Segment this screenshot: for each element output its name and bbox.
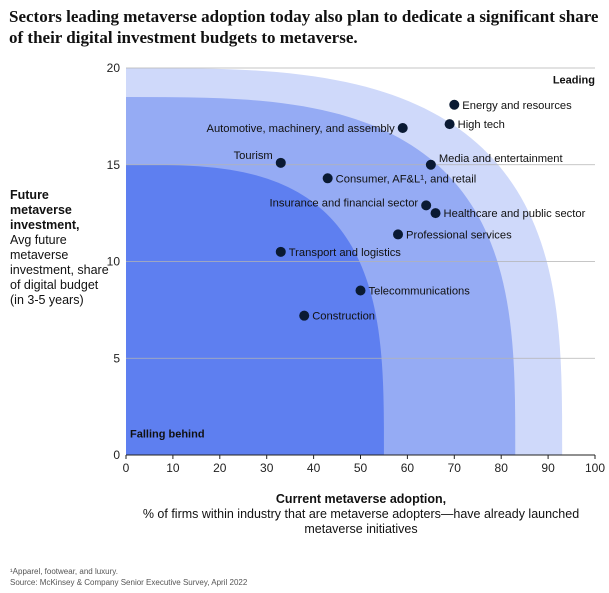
x-tick-label: 60: [401, 461, 415, 475]
x-tick-label: 100: [585, 461, 605, 475]
x-tick-label: 70: [448, 461, 462, 475]
x-axis-label: Current metaverse adoption, % of firms w…: [126, 492, 596, 537]
data-point: [275, 157, 286, 168]
data-point: [421, 200, 432, 211]
y-axis-subtitle: Avg future metaverse investment, share o…: [10, 233, 109, 307]
y-axis-title: Future metaverse investment,: [10, 188, 80, 232]
y-tick-label: 15: [107, 158, 121, 172]
point-label: High tech: [458, 119, 505, 131]
gridlines: [126, 67, 595, 359]
axes: 0 5 10 15 20 0 10 20 30 40 50 60 70 80 90 100: [107, 61, 606, 475]
data-point: [444, 119, 455, 130]
x-tick-label: 30: [260, 461, 274, 475]
data-point: [299, 310, 310, 321]
chart-title: Sectors leading metaverse adoption today…: [9, 7, 599, 47]
point-label: Telecommunications: [369, 286, 471, 298]
data-point: [275, 246, 286, 257]
x-tick-label: 40: [307, 461, 321, 475]
footnote-source: Source: McKinsey & Company Senior Execut…: [10, 578, 248, 587]
data-point: [393, 229, 404, 240]
y-tick-label: 0: [113, 448, 120, 462]
x-tick-label: 20: [213, 461, 227, 475]
data-point: [425, 159, 436, 170]
zone-labels: Leading Falling behind: [130, 74, 595, 440]
x-tick-label: 90: [541, 461, 555, 475]
data-point: [430, 208, 441, 219]
y-tick-label: 5: [113, 351, 120, 365]
zone-label-leading: Leading: [553, 74, 595, 86]
data-point: [449, 99, 460, 110]
x-tick-label: 80: [495, 461, 509, 475]
data-point: [355, 285, 366, 296]
data-point: [322, 173, 333, 184]
y-tick-label: 20: [107, 61, 121, 75]
point-label: Insurance and financial sector: [270, 197, 419, 209]
point-label: Professional services: [406, 229, 512, 241]
point-label: Energy and resources: [462, 100, 572, 112]
y-axis-label: Future metaverse investment, Avg future …: [10, 188, 110, 308]
point-label: Tourism: [234, 150, 273, 162]
x-axis-subtitle: % of firms within industry that are meta…: [142, 507, 580, 536]
point-label: Transport and logistics: [289, 247, 402, 259]
data-points: Energy and resources High tech Automotive,…: [207, 99, 586, 323]
footnote-note: ¹Apparel, footwear, and luxury.: [10, 567, 118, 576]
point-label: Healthcare and public sector: [444, 208, 586, 220]
point-label: Consumer, AF&L¹, and retail: [336, 173, 477, 185]
x-tick-label: 50: [354, 461, 368, 475]
point-label: Media and entertainment: [439, 153, 564, 165]
footnote: ¹Apparel, footwear, and luxury. Source: …: [10, 566, 247, 588]
point-label: Automotive, machinery, and assembly: [207, 123, 396, 135]
x-axis-title: Current metaverse adoption,: [275, 492, 447, 506]
x-tick-label: 10: [166, 461, 180, 475]
y-tick-label: 10: [107, 255, 121, 269]
data-point: [397, 122, 408, 133]
zone-label-falling-behind: Falling behind: [130, 429, 205, 441]
point-label: Construction: [312, 311, 375, 323]
zone-area-3: [126, 164, 384, 455]
x-tick-label: 0: [123, 461, 130, 475]
